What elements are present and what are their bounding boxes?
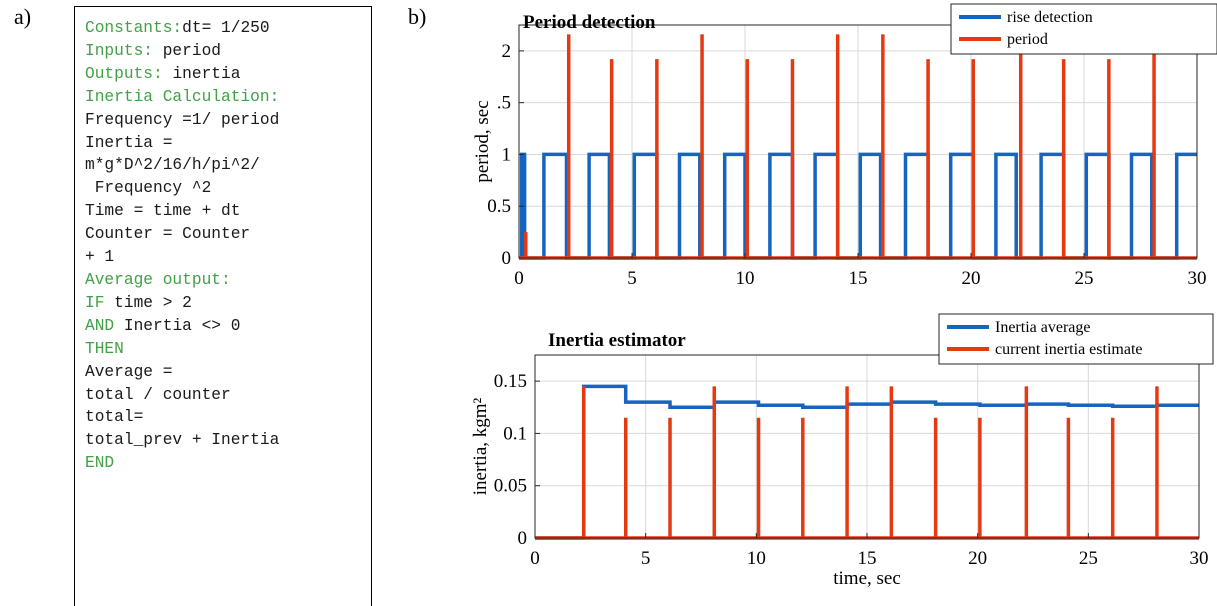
x-tick-label: 10: [747, 548, 766, 569]
panel-label-b: b): [408, 4, 427, 29]
x-tick-label: 5: [627, 268, 637, 289]
series-line-0: [535, 384, 1199, 540]
code-line: Time = time + dt: [85, 200, 279, 223]
x-tick-label: 5: [641, 548, 651, 569]
legend-label: current inertia estimate: [995, 341, 1142, 358]
legend-box: [938, 313, 1214, 365]
y-tick-label: 0.5: [487, 196, 511, 217]
chart-title: Period detection: [523, 12, 656, 33]
code-line: total_prev + Inertia: [85, 429, 279, 452]
code-line: Frequency =1/ period: [85, 109, 279, 132]
code-line: Inertia =: [85, 132, 279, 155]
code-text: total=: [85, 408, 144, 427]
code-text: Frequency ^2: [85, 179, 212, 198]
x-tick-label: 30: [1190, 548, 1209, 569]
code-text: Counter = Counter: [85, 225, 251, 244]
y-tick-label: 0.1: [503, 423, 527, 444]
code-text: inertia: [172, 64, 241, 83]
code-text: + 1: [85, 248, 115, 267]
inertia-estimator-chart: 0 5 10 15 20 25 30 0 0.05 0.1 0.15 Inertia estimato…: [470, 313, 1214, 589]
x-tick-label: 20: [968, 548, 987, 569]
y-tick-label: 2: [502, 41, 512, 62]
x-tick-label: 0: [514, 268, 524, 289]
code-line: END: [85, 452, 279, 475]
y-tick-label: 0.05: [494, 476, 527, 497]
y-tick-label: 0: [502, 248, 512, 269]
code-line: Inputs: period: [85, 40, 279, 63]
x-axis-label: time, sec: [833, 568, 901, 589]
code-line: m*g*D^2/16/h/pi^2/: [85, 154, 279, 177]
y-axis-label: inertia, kgm²: [470, 397, 491, 495]
pseudo-code-box: Constants:dt= 1/250 Inputs: period Outputs…: [74, 6, 372, 606]
code-text: Frequency =1/ period: [85, 110, 280, 129]
legend-box: [950, 3, 1217, 55]
legend-label: period: [1007, 31, 1048, 48]
code-line: AND Inertia <> 0: [85, 315, 279, 338]
code-text: period: [162, 41, 222, 60]
y-axis-label: period, sec: [472, 100, 493, 182]
code-line: Average output:: [85, 269, 279, 292]
period-detection-chart: 0 5 10 15 20 25 30 0 0.5 1 .5 2 Period detection peri…: [472, 3, 1217, 289]
code-keyword: Inputs:: [85, 41, 163, 60]
pseudo-code-lines: Constants:dt= 1/250 Inputs: period Outputs…: [85, 17, 279, 475]
code-line: Outputs: inertia: [85, 63, 279, 86]
code-line: total=: [85, 406, 279, 429]
legend-label: Inertia average: [995, 319, 1090, 336]
code-keyword: Outputs:: [85, 64, 173, 83]
code-text: total_prev + Inertia: [85, 431, 280, 450]
code-line: + 1: [85, 246, 279, 269]
x-tick-label: 30: [1188, 268, 1207, 289]
code-line: IF time > 2: [85, 292, 279, 315]
code-text: Inertia <> 0: [114, 316, 241, 335]
code-keyword: IF: [85, 293, 105, 312]
code-line: total / counter: [85, 384, 279, 407]
x-tick-label: 15: [849, 268, 868, 289]
legend-label: rise detection: [1007, 9, 1093, 26]
y-tick-label: 0: [518, 528, 528, 549]
code-keyword: Average output:: [85, 270, 231, 289]
x-tick-label: 25: [1079, 548, 1098, 569]
code-line: THEN: [85, 338, 279, 361]
x-tick-label: 10: [736, 268, 755, 289]
y-tick-label: .5: [497, 93, 511, 114]
y-tick-label: 0.15: [494, 371, 527, 392]
x-tick-label: 0: [530, 548, 540, 569]
code-line: Constants:dt= 1/250: [85, 17, 279, 40]
chart-title: Inertia estimator: [548, 330, 686, 351]
code-keyword: Constants:: [85, 19, 183, 37]
code-line: Inertia Calculation:: [85, 86, 279, 109]
code-text: Inertia =: [85, 133, 173, 152]
y-tick-label: 1: [502, 144, 512, 165]
code-keyword: THEN: [85, 339, 124, 358]
code-text: Average =: [85, 362, 173, 381]
code-line: Counter = Counter: [85, 223, 279, 246]
code-line: Frequency ^2: [85, 177, 279, 200]
code-text: total / counter: [85, 385, 231, 404]
code-line: Average =: [85, 361, 279, 384]
code-text: time > 2: [104, 293, 192, 312]
x-tick-label: 15: [858, 548, 877, 569]
code-keyword: Inertia Calculation:: [85, 87, 280, 106]
panel-label-a: a): [14, 4, 32, 29]
x-tick-label: 25: [1075, 268, 1094, 289]
code-text: Time = time + dt: [85, 202, 241, 221]
x-tick-label: 20: [962, 268, 981, 289]
code-keyword: END: [85, 454, 115, 473]
code-keyword: AND: [85, 316, 115, 335]
code-text: m*g*D^2/16/h/pi^2/: [85, 156, 260, 175]
code-text: dt= 1/250: [182, 19, 270, 37]
